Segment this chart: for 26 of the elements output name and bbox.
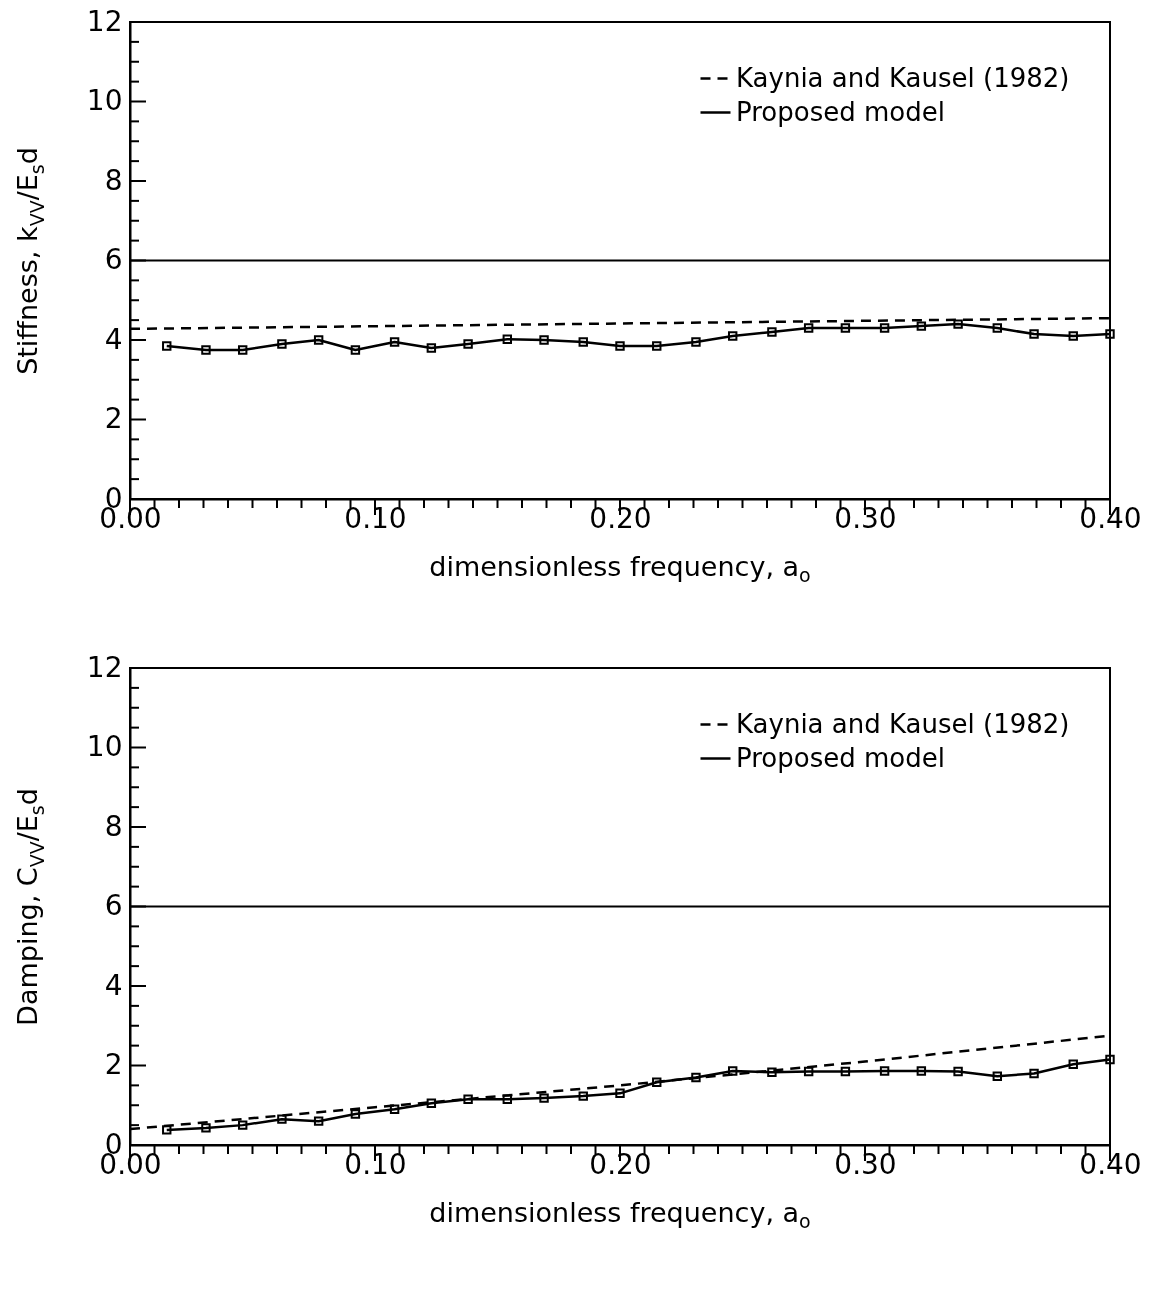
y-tick-label: 8 — [104, 163, 123, 197]
y-tick-label: 2 — [104, 402, 123, 435]
legend-label: Proposed model — [736, 96, 945, 127]
x-tick-label: 0.10 — [344, 1147, 407, 1181]
x-tick-label: 0.10 — [344, 501, 407, 535]
y-tick-label: 10 — [86, 730, 123, 763]
x-tick-label: 0.40 — [1079, 1147, 1142, 1181]
legend-label: Kaynia and Kausel (1982) — [736, 708, 1070, 739]
y-tick-label: 12 — [86, 650, 123, 684]
y-tick-label: 10 — [86, 84, 123, 117]
y-tick-label: 2 — [104, 1048, 123, 1081]
x-tick-label: 0.20 — [589, 1147, 652, 1181]
x-tick-label: 0.30 — [834, 1147, 897, 1181]
x-tick-label: 0.40 — [1079, 501, 1142, 535]
x-axis-title: dimensionless frequency, a$_{o}$ — [429, 551, 811, 587]
y-tick-label: 4 — [104, 322, 123, 356]
y-tick-label: 6 — [104, 243, 123, 276]
x-tick-label: 0.30 — [834, 501, 897, 535]
legend-label: Kaynia and Kausel (1982) — [736, 62, 1070, 93]
y-tick-label: 6 — [104, 889, 123, 922]
legend-label: Proposed model — [736, 742, 945, 773]
x-axis-title: dimensionless frequency, a$_{o}$ — [429, 1197, 811, 1233]
y-tick-label: 8 — [104, 809, 123, 843]
y-tick-label: 4 — [104, 968, 123, 1002]
x-tick-label: 0.20 — [589, 501, 652, 535]
y-tick-label: 12 — [86, 4, 123, 38]
